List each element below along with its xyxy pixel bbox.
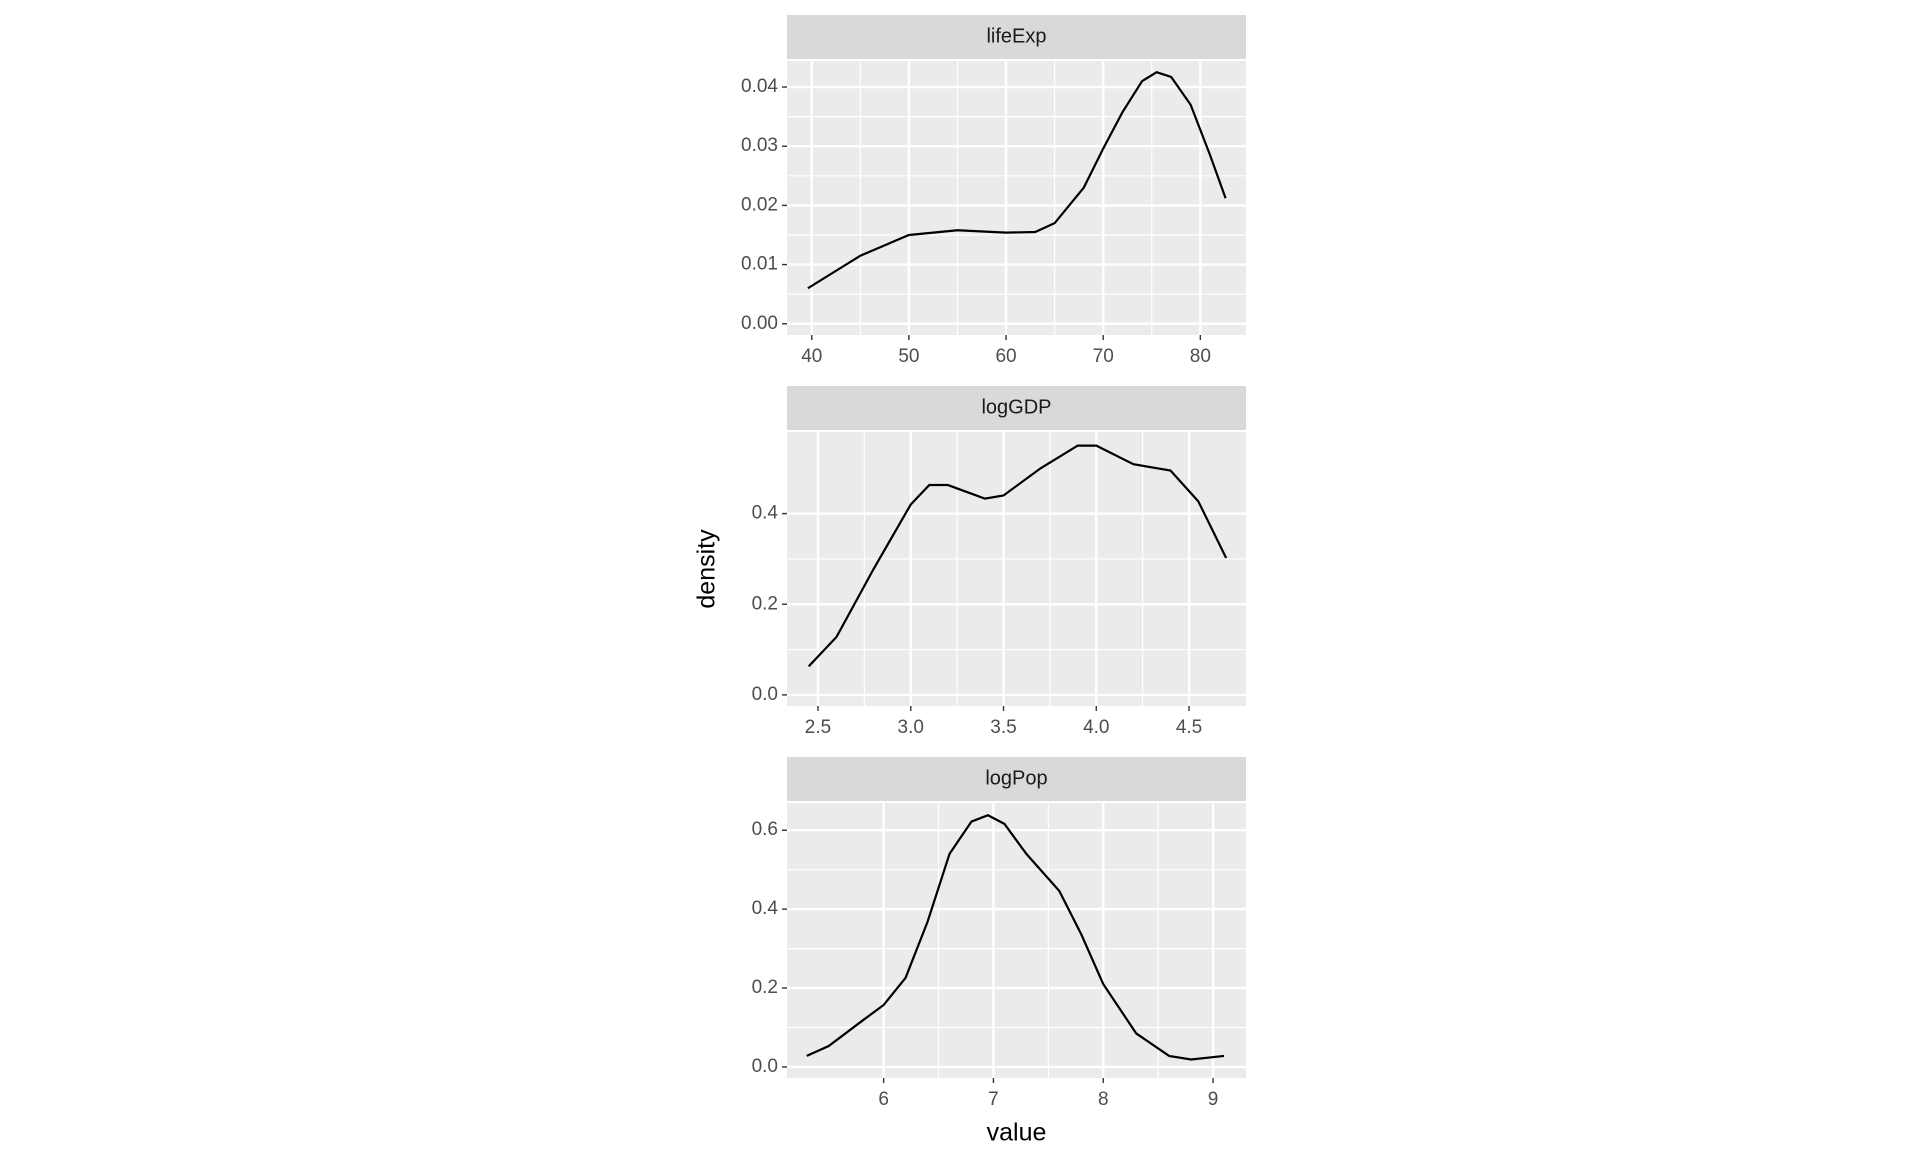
y-tick-label: 0.2	[752, 977, 778, 998]
panel	[787, 803, 1246, 1078]
density-line	[806, 814, 1225, 1061]
y-tick-label: 0.02	[741, 194, 778, 215]
x-tick-label: 4.5	[1176, 717, 1202, 738]
x-tick-label: 3.5	[990, 717, 1016, 738]
y-tick-label: 0.04	[741, 76, 778, 97]
y-axis-title: density	[693, 529, 721, 609]
density-line	[807, 444, 1228, 668]
y-tick-label: 0.0	[752, 1056, 778, 1077]
strip	[787, 386, 1246, 430]
y-tick-label: 0.4	[752, 898, 779, 919]
density-line	[807, 71, 1227, 290]
x-tick-label: 2.5	[805, 717, 831, 738]
x-tick-label: 7	[988, 1089, 999, 1110]
x-tick-label: 9	[1208, 1089, 1219, 1110]
x-tick-label: 80	[1190, 346, 1211, 367]
x-tick-label: 50	[898, 346, 919, 367]
strip	[787, 15, 1246, 59]
panel	[787, 61, 1246, 335]
y-tick-label: 0.6	[752, 819, 778, 840]
strip-text: logGDP	[981, 396, 1051, 418]
y-tick-label: 0.0	[752, 684, 778, 705]
x-tick-label: 8	[1098, 1089, 1109, 1110]
x-tick-label: 40	[801, 346, 822, 367]
x-tick-label: 4.0	[1083, 717, 1109, 738]
x-tick-label: 70	[1093, 346, 1114, 367]
x-tick-label: 60	[995, 346, 1016, 367]
x-axis-title: value	[987, 1119, 1047, 1147]
y-tick-label: 0.00	[741, 313, 778, 334]
strip-text: lifeExp	[986, 25, 1046, 47]
x-tick-label: 6	[878, 1089, 889, 1110]
y-tick-label: 0.4	[752, 503, 779, 524]
y-tick-label: 0.2	[752, 593, 778, 614]
panel	[787, 432, 1246, 706]
y-tick-label: 0.03	[741, 135, 778, 156]
x-tick-label: 3.0	[898, 717, 924, 738]
strip-text: logPop	[985, 767, 1047, 789]
strip	[787, 757, 1246, 801]
y-tick-label: 0.01	[741, 254, 778, 275]
